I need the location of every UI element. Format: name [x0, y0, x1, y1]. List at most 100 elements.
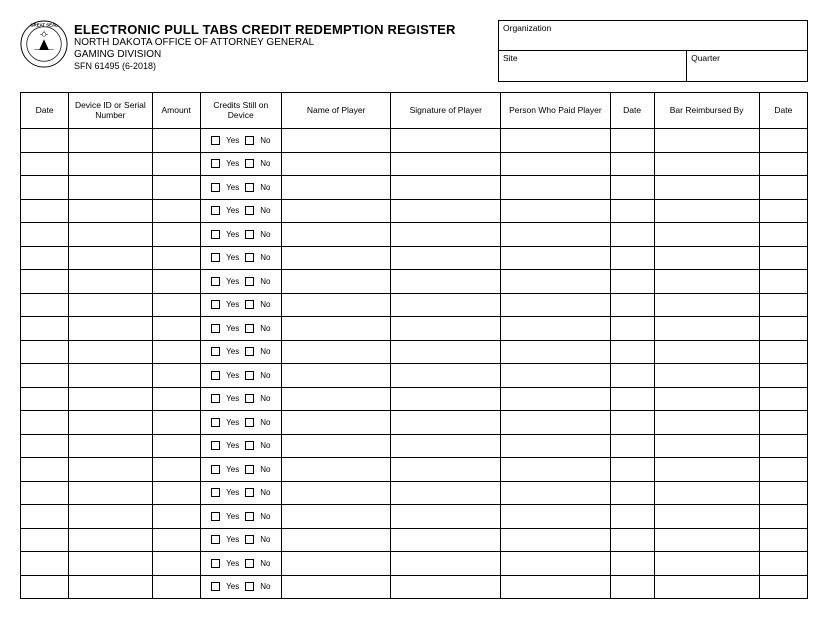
checkbox-yes[interactable] [211, 441, 220, 450]
cell-paid-by[interactable] [501, 364, 611, 388]
cell-date3[interactable] [759, 129, 807, 153]
cell-date2[interactable] [610, 176, 654, 200]
checkbox-yes[interactable] [211, 347, 220, 356]
checkbox-yes[interactable] [211, 206, 220, 215]
cell-paid-by[interactable] [501, 387, 611, 411]
cell-paid-by[interactable] [501, 199, 611, 223]
cell-paid-by[interactable] [501, 411, 611, 435]
cell-signature[interactable] [391, 505, 501, 529]
cell-name[interactable] [281, 129, 391, 153]
cell-date1[interactable] [21, 270, 69, 294]
checkbox-yes[interactable] [211, 559, 220, 568]
cell-paid-by[interactable] [501, 552, 611, 576]
cell-name[interactable] [281, 575, 391, 599]
checkbox-yes[interactable] [211, 324, 220, 333]
cell-device[interactable] [69, 340, 152, 364]
cell-device[interactable] [69, 199, 152, 223]
cell-amount[interactable] [152, 199, 200, 223]
cell-signature[interactable] [391, 223, 501, 247]
cell-device[interactable] [69, 434, 152, 458]
cell-amount[interactable] [152, 528, 200, 552]
cell-date1[interactable] [21, 481, 69, 505]
checkbox-no[interactable] [245, 465, 254, 474]
cell-bar[interactable] [654, 270, 759, 294]
cell-paid-by[interactable] [501, 340, 611, 364]
cell-device[interactable] [69, 575, 152, 599]
checkbox-yes[interactable] [211, 465, 220, 474]
cell-signature[interactable] [391, 152, 501, 176]
cell-date1[interactable] [21, 246, 69, 270]
cell-name[interactable] [281, 176, 391, 200]
cell-date1[interactable] [21, 293, 69, 317]
cell-date2[interactable] [610, 246, 654, 270]
cell-bar[interactable] [654, 434, 759, 458]
cell-date3[interactable] [759, 575, 807, 599]
checkbox-yes[interactable] [211, 277, 220, 286]
cell-date1[interactable] [21, 528, 69, 552]
cell-date2[interactable] [610, 387, 654, 411]
cell-amount[interactable] [152, 481, 200, 505]
cell-device[interactable] [69, 387, 152, 411]
cell-bar[interactable] [654, 129, 759, 153]
cell-name[interactable] [281, 317, 391, 341]
checkbox-no[interactable] [245, 136, 254, 145]
cell-amount[interactable] [152, 387, 200, 411]
cell-date1[interactable] [21, 434, 69, 458]
cell-amount[interactable] [152, 176, 200, 200]
cell-device[interactable] [69, 364, 152, 388]
checkbox-no[interactable] [245, 183, 254, 192]
cell-name[interactable] [281, 340, 391, 364]
cell-signature[interactable] [391, 293, 501, 317]
cell-date2[interactable] [610, 364, 654, 388]
cell-bar[interactable] [654, 575, 759, 599]
cell-name[interactable] [281, 223, 391, 247]
cell-name[interactable] [281, 152, 391, 176]
cell-signature[interactable] [391, 458, 501, 482]
checkbox-no[interactable] [245, 535, 254, 544]
cell-date2[interactable] [610, 505, 654, 529]
cell-device[interactable] [69, 129, 152, 153]
cell-name[interactable] [281, 364, 391, 388]
cell-bar[interactable] [654, 387, 759, 411]
cell-bar[interactable] [654, 317, 759, 341]
cell-date2[interactable] [610, 458, 654, 482]
cell-device[interactable] [69, 223, 152, 247]
cell-date2[interactable] [610, 481, 654, 505]
cell-paid-by[interactable] [501, 246, 611, 270]
cell-date1[interactable] [21, 505, 69, 529]
cell-signature[interactable] [391, 317, 501, 341]
cell-date3[interactable] [759, 223, 807, 247]
cell-paid-by[interactable] [501, 458, 611, 482]
cell-paid-by[interactable] [501, 317, 611, 341]
cell-amount[interactable] [152, 129, 200, 153]
cell-signature[interactable] [391, 340, 501, 364]
cell-date3[interactable] [759, 246, 807, 270]
cell-bar[interactable] [654, 528, 759, 552]
cell-device[interactable] [69, 528, 152, 552]
cell-bar[interactable] [654, 552, 759, 576]
cell-paid-by[interactable] [501, 505, 611, 529]
cell-device[interactable] [69, 270, 152, 294]
cell-signature[interactable] [391, 199, 501, 223]
cell-amount[interactable] [152, 223, 200, 247]
checkbox-no[interactable] [245, 488, 254, 497]
cell-device[interactable] [69, 552, 152, 576]
cell-date1[interactable] [21, 176, 69, 200]
cell-date3[interactable] [759, 364, 807, 388]
cell-amount[interactable] [152, 434, 200, 458]
cell-device[interactable] [69, 246, 152, 270]
cell-date1[interactable] [21, 317, 69, 341]
checkbox-yes[interactable] [211, 159, 220, 168]
cell-device[interactable] [69, 411, 152, 435]
checkbox-no[interactable] [245, 559, 254, 568]
cell-bar[interactable] [654, 176, 759, 200]
cell-date2[interactable] [610, 411, 654, 435]
cell-name[interactable] [281, 246, 391, 270]
cell-amount[interactable] [152, 364, 200, 388]
cell-device[interactable] [69, 176, 152, 200]
checkbox-no[interactable] [245, 230, 254, 239]
cell-signature[interactable] [391, 176, 501, 200]
checkbox-no[interactable] [245, 253, 254, 262]
checkbox-yes[interactable] [211, 582, 220, 591]
cell-date2[interactable] [610, 270, 654, 294]
